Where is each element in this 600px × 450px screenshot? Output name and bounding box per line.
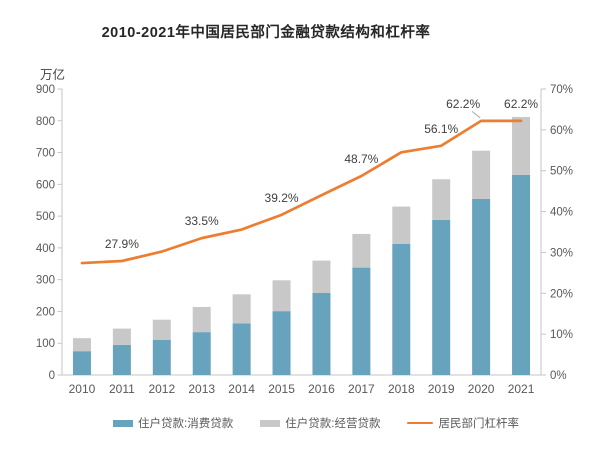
consumer-loan-bar <box>392 243 411 375</box>
x-axis-category-label: 2011 <box>109 382 135 396</box>
operating-loan-bar <box>312 260 331 294</box>
leverage-data-label: 62.2% <box>446 97 480 111</box>
leverage-data-label: 33.5% <box>185 214 219 228</box>
chart-title: 2010-2021年中国居民部门金融贷款结构和杠杆率 <box>101 25 431 41</box>
legend-bar-swatch <box>113 419 134 427</box>
x-axis-category-label: 2010 <box>69 382 96 396</box>
left-axis-tick-label: 900 <box>36 84 55 96</box>
x-axis-category-label: 2012 <box>148 382 175 396</box>
left-axis-tick-label: 200 <box>36 306 55 318</box>
operating-loan-bar <box>112 328 131 345</box>
legend-label: 住户贷款:经营贷款 <box>285 418 381 430</box>
legend-line-swatch <box>407 421 434 425</box>
right-axis-tick-label: 60% <box>550 125 573 137</box>
legend-label: 居民部门杠杆率 <box>438 418 519 430</box>
x-axis-category-label: 2016 <box>308 382 335 396</box>
leverage-data-label: 39.2% <box>265 191 299 205</box>
x-axis-category-label: 2020 <box>468 382 495 396</box>
operating-loan-bar <box>352 233 371 268</box>
leverage-data-label: 48.7% <box>344 152 378 166</box>
leverage-data-label: 56.1% <box>424 122 458 136</box>
consumer-loan-bar <box>192 332 211 375</box>
right-axis-tick-label: 50% <box>550 166 573 178</box>
left-axis-tick-label: 700 <box>36 148 55 160</box>
right-axis-tick-label: 70% <box>550 84 573 96</box>
legend-item: 住户贷款:消费贷款 <box>113 415 233 431</box>
leverage-data-label: 27.9% <box>105 237 139 251</box>
operating-loan-bar <box>192 306 211 333</box>
legend-item: 居民部门杠杆率 <box>407 415 519 431</box>
operating-loan-bar <box>512 116 531 175</box>
leverage-ratio-line <box>80 119 523 265</box>
left-axis-tick-label: 600 <box>36 179 55 191</box>
operating-loan-bar <box>472 150 491 199</box>
legend-bar-swatch <box>260 419 281 427</box>
operating-loan-bar <box>72 338 91 352</box>
right-axis-tick-label: 10% <box>550 329 573 341</box>
consumer-loan-bar <box>512 174 531 375</box>
left-axis-unit-label: 万亿 <box>40 67 65 82</box>
leverage-data-label: 62.2% <box>504 97 538 111</box>
x-axis-category-label: 2021 <box>508 382 535 396</box>
right-axis-tick-label: 40% <box>550 207 573 219</box>
consumer-loan-bar <box>232 323 251 375</box>
x-axis-category-label: 2015 <box>268 382 295 396</box>
operating-loan-bar <box>152 319 171 340</box>
right-axis-tick-label: 20% <box>550 288 573 300</box>
left-axis-tick-label: 100 <box>36 338 55 350</box>
consumer-loan-bar <box>432 219 451 375</box>
consumer-loan-bar <box>72 351 91 375</box>
operating-loan-bar <box>392 206 411 244</box>
consumer-loan-bar <box>312 293 331 375</box>
x-axis-category-label: 2017 <box>348 382 375 396</box>
legend: 住户贷款:消费贷款 住户贷款:经营贷款 居民部门杠杆率 <box>30 410 600 436</box>
consumer-loan-bar <box>112 344 131 375</box>
annotation-leader-line <box>471 110 481 119</box>
right-axis-tick-label: 0% <box>550 370 567 382</box>
x-axis-category-label: 2014 <box>228 382 255 396</box>
left-axis-tick-label: 800 <box>36 116 55 128</box>
left-axis-tick-label: 0 <box>49 370 55 382</box>
operating-loan-bar <box>272 280 291 312</box>
operating-loan-bar <box>432 179 451 220</box>
consumer-loan-bar <box>272 311 291 375</box>
right-axis-tick-label: 30% <box>550 247 573 259</box>
consumer-loan-bar <box>352 267 371 375</box>
left-axis-tick-label: 500 <box>36 211 55 223</box>
consumer-loan-bar <box>472 198 491 375</box>
left-axis-tick-label: 300 <box>36 275 55 287</box>
consumer-loan-bar <box>152 339 171 375</box>
left-axis-tick-label: 400 <box>36 243 55 255</box>
operating-loan-bar <box>232 294 251 324</box>
legend-label: 住户贷款:消费贷款 <box>138 418 234 430</box>
x-axis-category-label: 2019 <box>428 382 455 396</box>
x-axis-category-label: 2013 <box>188 382 215 396</box>
legend-item: 住户贷款:经营贷款 <box>260 415 380 431</box>
x-axis-category-label: 2018 <box>388 382 415 396</box>
